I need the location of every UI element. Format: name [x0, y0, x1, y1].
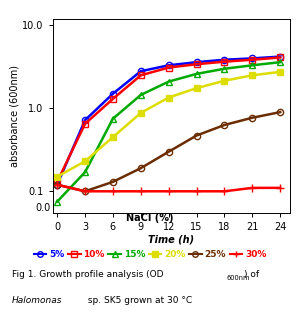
Text: Halomonas: Halomonas — [12, 296, 62, 305]
Text: NaCl (%): NaCl (%) — [126, 213, 174, 223]
Legend: 5%, 10%, 15%, 20%, 25%, 30%: 5%, 10%, 15%, 20%, 25%, 30% — [30, 246, 270, 263]
X-axis label: Time (h): Time (h) — [148, 235, 194, 245]
Text: Fig 1. Growth profile analysis (OD: Fig 1. Growth profile analysis (OD — [12, 270, 164, 279]
Text: ) of: ) of — [244, 270, 260, 279]
Y-axis label: absorbance (600nm): absorbance (600nm) — [9, 65, 19, 167]
Text: sp. SK5 grown at 30 °C: sp. SK5 grown at 30 °C — [85, 296, 193, 305]
Text: 0.0: 0.0 — [35, 203, 50, 213]
Text: 600nm: 600nm — [226, 275, 250, 281]
